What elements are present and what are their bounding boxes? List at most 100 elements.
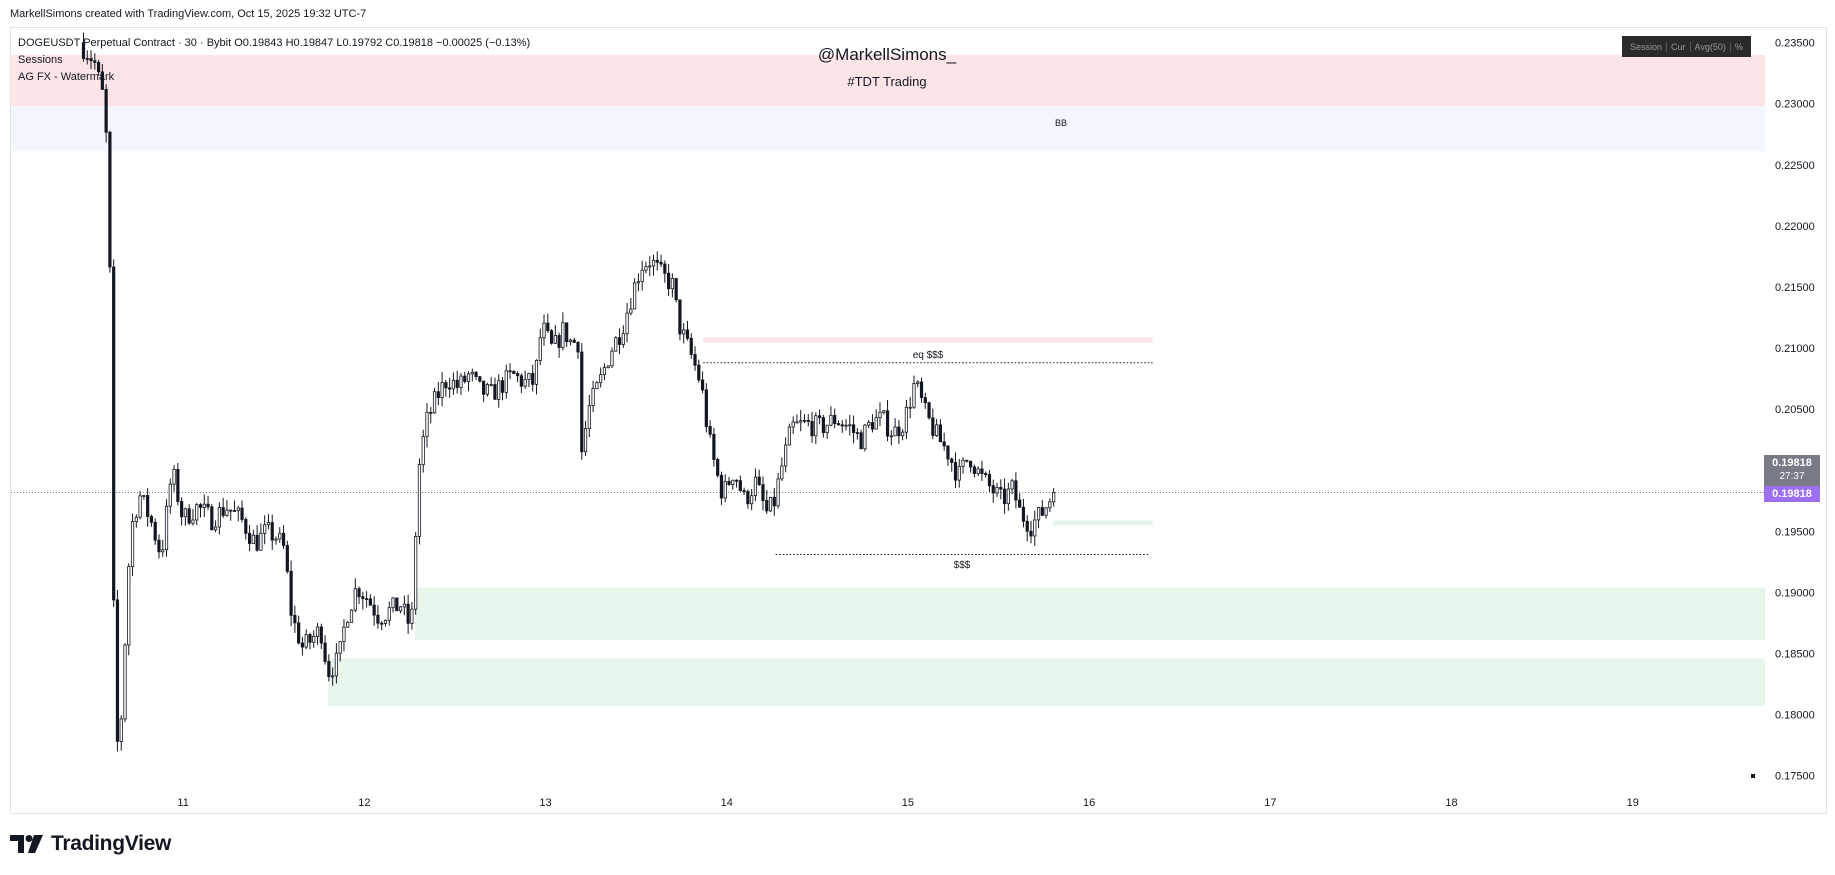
candle <box>965 459 969 463</box>
candle-body <box>312 635 316 643</box>
candle <box>361 591 365 610</box>
candle <box>240 500 244 523</box>
candle-body <box>527 372 531 380</box>
candle-body <box>198 504 203 508</box>
candle <box>927 401 931 420</box>
x-tick-label: 16 <box>1083 797 1095 809</box>
candle-body <box>999 487 1003 490</box>
candle <box>833 408 837 429</box>
candle-body <box>806 419 810 422</box>
candle-body <box>968 460 973 468</box>
candle <box>259 523 263 551</box>
candle-body <box>976 468 980 474</box>
candle-body <box>406 603 410 624</box>
candle-body <box>950 458 954 463</box>
candle <box>89 50 93 70</box>
candle-body <box>138 495 142 518</box>
candle <box>398 605 403 614</box>
candle-body <box>172 469 176 485</box>
candle-body <box>784 444 788 467</box>
x-tick-label: 11 <box>177 797 188 809</box>
candle-body <box>180 501 184 518</box>
candle <box>198 503 203 518</box>
candle <box>791 416 795 434</box>
candle-body <box>444 382 448 389</box>
candle-body <box>583 428 588 453</box>
watermark-handle: @MarkellSimons_ <box>818 45 957 64</box>
candle-body <box>300 642 305 648</box>
candle <box>459 373 463 396</box>
axes-layer: 0.23500 0.23000 0.22500 0.22000 0.21500 0.210… <box>177 38 1814 809</box>
candle <box>138 491 142 520</box>
candle <box>161 539 165 557</box>
level-label-eq: eq $$$ <box>913 350 944 361</box>
candle <box>750 489 754 511</box>
candle <box>206 495 210 510</box>
chart-frame <box>10 27 1827 814</box>
candle-body <box>504 370 508 393</box>
candle <box>229 509 233 521</box>
candle-body <box>149 516 154 523</box>
tradingview-logo[interactable]: TradingView <box>10 832 171 856</box>
candle <box>621 325 625 348</box>
candle-body <box>897 426 901 437</box>
candle-body <box>195 504 199 521</box>
candle-body <box>734 479 739 482</box>
candle <box>1014 472 1018 509</box>
candle <box>700 371 705 394</box>
y-tick-label: 0.23500 <box>1775 38 1815 50</box>
candle <box>372 596 376 626</box>
candle-body <box>1033 519 1037 537</box>
candle-body <box>259 532 263 551</box>
candle-body <box>512 370 516 374</box>
session-col-session: Session <box>1626 41 1668 52</box>
candle <box>765 489 769 515</box>
candle-body <box>115 599 120 742</box>
candle-body <box>731 479 735 485</box>
legend-indicator-watermark[interactable]: AG FX - Watermark <box>18 71 115 83</box>
candle <box>191 509 195 526</box>
candle <box>308 632 312 650</box>
candle <box>772 487 776 516</box>
candle <box>270 514 274 550</box>
candle <box>674 278 678 303</box>
candle-body <box>266 522 271 526</box>
candle <box>119 715 123 751</box>
candle-body <box>991 485 995 494</box>
candle-body <box>987 474 992 487</box>
candle-body <box>599 374 603 384</box>
candle <box>478 376 482 383</box>
candle <box>297 615 301 645</box>
candle <box>817 409 822 425</box>
candle <box>489 376 493 387</box>
candle <box>636 273 640 292</box>
candle <box>448 377 452 398</box>
candle <box>825 424 829 439</box>
y-tick-label: 0.18000 <box>1775 710 1815 722</box>
candle-body <box>927 402 931 419</box>
scroll-handle[interactable] <box>1751 774 1755 778</box>
candle-body <box>742 490 746 493</box>
candle <box>304 629 308 650</box>
legend-indicator-sessions[interactable]: Sessions <box>18 54 63 66</box>
candle <box>987 470 992 493</box>
candle-body <box>1036 507 1041 521</box>
candle <box>784 437 788 473</box>
candle-body <box>919 381 924 399</box>
candle-body <box>436 391 440 399</box>
candle-body <box>629 308 633 314</box>
candle <box>108 130 112 273</box>
candle <box>855 428 859 440</box>
candle <box>897 420 901 445</box>
candle-body <box>836 423 841 426</box>
candle <box>1048 498 1052 513</box>
bar-countdown: 27:37 <box>1779 471 1805 482</box>
candle <box>402 595 406 616</box>
candle <box>436 382 440 406</box>
candle-body <box>980 468 984 474</box>
candle <box>176 462 180 506</box>
x-tick-label: 15 <box>902 797 914 809</box>
candle <box>663 260 667 283</box>
x-tick-label: 19 <box>1627 797 1639 809</box>
